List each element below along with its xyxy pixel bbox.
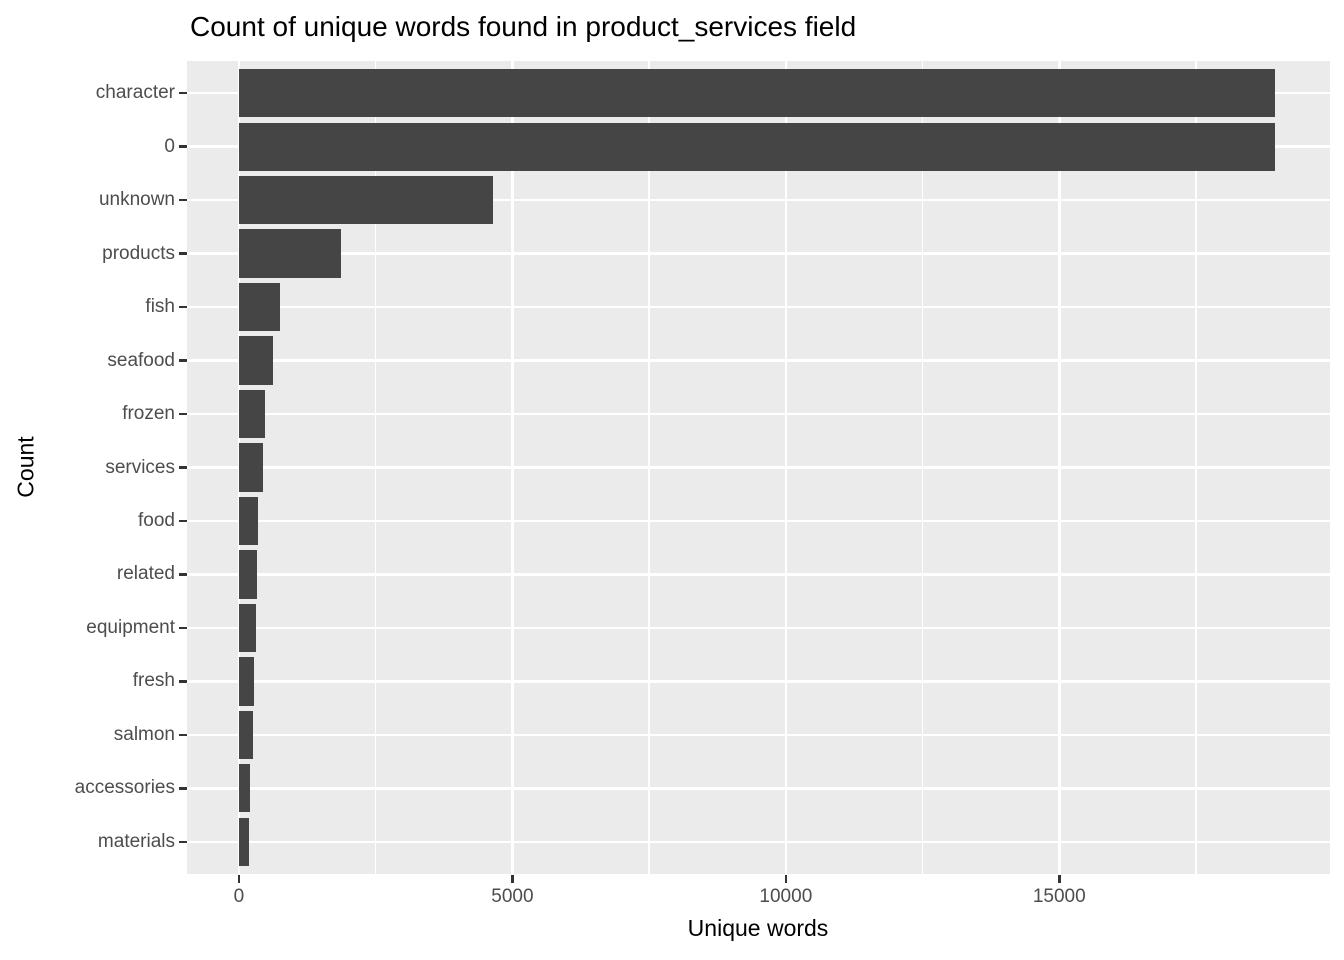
bar-salmon <box>238 710 253 759</box>
y-tick-mark <box>179 252 187 255</box>
y-tick-mark <box>179 626 187 630</box>
bar-materials <box>238 817 249 866</box>
y-tick-label-seafood: seafood <box>107 349 175 371</box>
x-tick-label-5000: 5000 <box>491 886 534 907</box>
bar-character <box>238 69 1276 118</box>
y-tick-label-products: products <box>102 242 175 264</box>
y-tick-label-related: related <box>116 563 175 585</box>
bar-frozen <box>238 389 266 439</box>
y-tick-label-food: food <box>138 509 175 531</box>
x-tick-mark <box>511 875 514 883</box>
x-tick-mark <box>1058 875 1061 883</box>
y-major-gridline <box>187 573 1330 576</box>
x-tick-label-0: 0 <box>233 886 245 907</box>
y-major-gridline <box>187 519 1330 523</box>
y-tick-mark <box>179 145 187 148</box>
y-tick-mark <box>179 412 187 416</box>
y-tick-label-frozen: frozen <box>122 403 175 424</box>
y-tick-mark <box>179 787 187 790</box>
y-major-gridline <box>187 198 1330 202</box>
y-major-gridline <box>187 252 1330 255</box>
bar-services <box>238 443 264 492</box>
y-tick-mark <box>179 305 187 309</box>
y-major-gridline <box>187 359 1330 362</box>
bar-0 <box>238 122 1276 171</box>
y-tick-label-materials: materials <box>97 830 175 852</box>
y-tick-label-character: character <box>95 82 175 104</box>
y-major-gridline <box>187 680 1330 683</box>
plot-panel <box>187 61 1330 874</box>
x-tick-label-10000: 10000 <box>759 886 813 907</box>
y-tick-label-equipment: equipment <box>86 616 175 638</box>
y-major-gridline <box>187 466 1330 469</box>
y-major-gridline <box>187 626 1330 630</box>
y-major-gridline <box>187 305 1330 309</box>
y-tick-mark <box>179 680 187 683</box>
y-tick-mark <box>179 733 187 737</box>
x-axis-title: Unique words <box>687 915 829 941</box>
y-tick-label-services: services <box>105 456 175 478</box>
bar-products <box>238 229 341 278</box>
y-tick-label-0: 0 <box>164 135 175 157</box>
bar-related <box>238 550 257 599</box>
bar-seafood <box>238 336 273 385</box>
y-tick-mark <box>179 466 187 469</box>
bar-equipment <box>238 603 256 653</box>
y-major-gridline <box>187 787 1330 790</box>
x-tick-label-15000: 15000 <box>1032 886 1086 907</box>
x-tick-mark <box>237 875 241 883</box>
y-tick-mark <box>179 840 187 844</box>
y-tick-label-fresh: fresh <box>132 670 175 692</box>
y-tick-mark <box>179 91 187 95</box>
y-tick-mark <box>179 573 187 576</box>
y-tick-label-fish: fish <box>145 296 175 318</box>
y-major-gridline <box>187 840 1330 844</box>
y-major-gridline <box>187 733 1330 737</box>
bar-unknown <box>238 175 494 225</box>
bar-accessories <box>238 764 251 813</box>
y-tick-label-salmon: salmon <box>113 723 175 745</box>
x-tick-mark <box>784 875 788 883</box>
y-tick-mark <box>179 359 187 362</box>
bar-fish <box>238 282 280 332</box>
y-tick-mark <box>179 519 187 523</box>
y-tick-label-unknown: unknown <box>98 189 175 211</box>
y-tick-mark <box>179 198 187 202</box>
bar-food <box>238 496 259 546</box>
y-tick-label-accessories: accessories <box>74 777 175 799</box>
bar-fresh <box>238 657 254 706</box>
y-major-gridline <box>187 412 1330 416</box>
chart-title: Count of unique words found in product_s… <box>190 11 857 42</box>
